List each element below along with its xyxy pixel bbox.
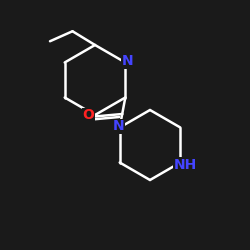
Text: O: O: [82, 108, 94, 122]
Text: N: N: [122, 54, 134, 68]
Text: NH: NH: [174, 158, 197, 172]
Text: N: N: [113, 119, 124, 133]
